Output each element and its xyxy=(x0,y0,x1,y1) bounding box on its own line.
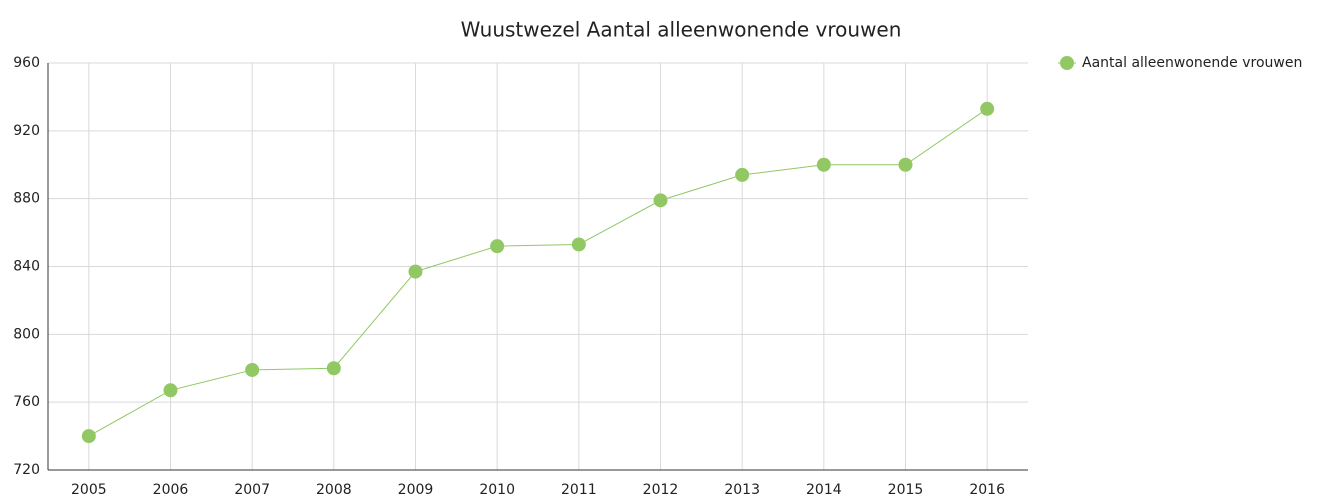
x-tick-label: 2010 xyxy=(479,482,515,498)
x-tick-label: 2012 xyxy=(643,482,679,498)
data-point xyxy=(816,157,831,172)
x-tick-label: 2009 xyxy=(398,482,434,498)
x-tick-label: 2014 xyxy=(806,482,842,498)
y-tick-label: 760 xyxy=(13,394,40,410)
data-point xyxy=(571,237,586,252)
data-point xyxy=(81,429,96,444)
x-tick-label: 2011 xyxy=(561,482,597,498)
x-tick-label: 2007 xyxy=(234,482,270,498)
data-point xyxy=(735,167,750,182)
x-tick-label: 2015 xyxy=(888,482,924,498)
data-point xyxy=(490,239,505,254)
x-tick-label: 2008 xyxy=(316,482,352,498)
legend-marker xyxy=(1060,56,1074,70)
series-line xyxy=(88,108,988,437)
x-tick-label: 2016 xyxy=(969,482,1005,498)
x-tick-label: 2005 xyxy=(71,482,107,498)
data-point xyxy=(326,361,341,376)
x-tick-label: 2006 xyxy=(153,482,189,498)
data-point xyxy=(898,157,913,172)
y-tick-label: 880 xyxy=(13,191,40,207)
data-point xyxy=(163,383,178,398)
y-tick-label: 800 xyxy=(13,326,40,342)
y-tick-label: 840 xyxy=(13,259,40,275)
data-point xyxy=(408,264,423,279)
y-tick-label: 920 xyxy=(13,123,40,139)
data-point xyxy=(245,362,260,377)
y-tick-label: 720 xyxy=(13,462,40,478)
x-tick-label: 2013 xyxy=(724,482,760,498)
legend-label: Aantal alleenwonende vrouwen xyxy=(1082,55,1302,71)
data-point xyxy=(980,101,995,116)
chart-title: Wuustwezel Aantal alleenwonende vrouwen xyxy=(461,18,902,42)
data-point xyxy=(653,193,668,208)
y-tick-label: 960 xyxy=(13,55,40,71)
